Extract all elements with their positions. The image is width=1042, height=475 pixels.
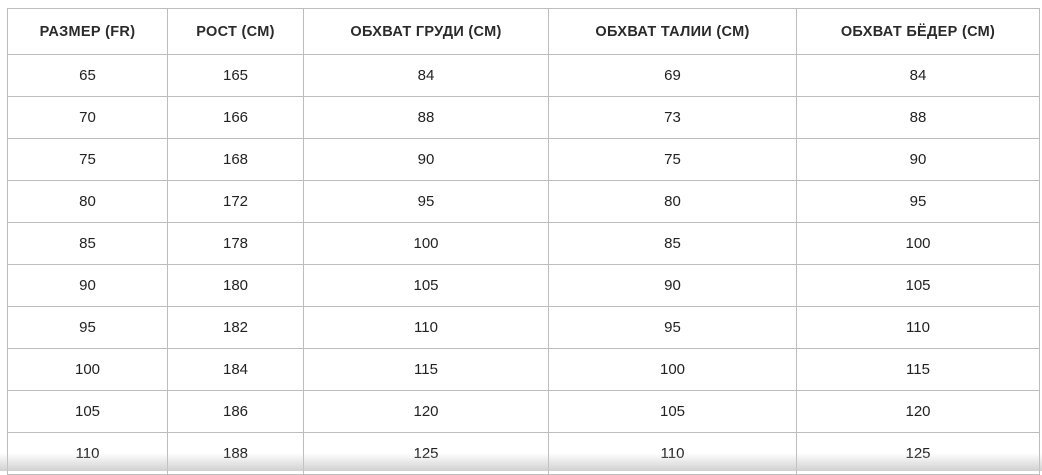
table-cell: 100 bbox=[796, 222, 1040, 265]
table-cell: 180 bbox=[167, 264, 304, 307]
table-cell: 90 bbox=[303, 138, 549, 181]
table-row: 70 166 88 73 88 bbox=[7, 96, 1040, 139]
table-cell: 125 bbox=[796, 432, 1040, 475]
table-cell: 184 bbox=[167, 348, 304, 391]
table-cell: 125 bbox=[303, 432, 549, 475]
table-cell: 90 bbox=[796, 138, 1040, 181]
table-cell: 69 bbox=[548, 54, 797, 97]
table-cell: 105 bbox=[796, 264, 1040, 307]
size-chart-table: РАЗМЕР (FR) РОСТ (СМ) ОБХВАТ ГРУДИ (СМ) ОБХ… bbox=[7, 8, 1040, 475]
table-cell: 182 bbox=[167, 306, 304, 349]
table-row: 65 165 84 69 84 bbox=[7, 54, 1040, 97]
table-cell: 105 bbox=[303, 264, 549, 307]
table-cell: 80 bbox=[7, 180, 168, 223]
table-cell: 120 bbox=[796, 390, 1040, 433]
table-cell: 110 bbox=[7, 432, 168, 475]
table-cell: 110 bbox=[548, 432, 797, 475]
table-cell: 88 bbox=[303, 96, 549, 139]
table-cell: 115 bbox=[303, 348, 549, 391]
table-row: 105 186 120 105 120 bbox=[7, 390, 1040, 433]
table-cell: 165 bbox=[167, 54, 304, 97]
table-cell: 172 bbox=[167, 180, 304, 223]
table-cell: 84 bbox=[303, 54, 549, 97]
table-cell: 95 bbox=[796, 180, 1040, 223]
column-header: РАЗМЕР (FR) bbox=[7, 8, 168, 55]
table-cell: 84 bbox=[796, 54, 1040, 97]
table-cell: 168 bbox=[167, 138, 304, 181]
table-cell: 105 bbox=[7, 390, 168, 433]
table-cell: 75 bbox=[548, 138, 797, 181]
column-header: ОБХВАТ ГРУДИ (СМ) bbox=[303, 8, 549, 55]
header-row: РАЗМЕР (FR) РОСТ (СМ) ОБХВАТ ГРУДИ (СМ) ОБХ… bbox=[7, 8, 1040, 55]
table-row: 85 178 100 85 100 bbox=[7, 222, 1040, 265]
table-cell: 88 bbox=[796, 96, 1040, 139]
table-cell: 75 bbox=[7, 138, 168, 181]
table-cell: 90 bbox=[548, 264, 797, 307]
table-cell: 95 bbox=[548, 306, 797, 349]
table-row: 100 184 115 100 115 bbox=[7, 348, 1040, 391]
table-cell: 70 bbox=[7, 96, 168, 139]
table-row: 75 168 90 75 90 bbox=[7, 138, 1040, 181]
table-cell: 100 bbox=[548, 348, 797, 391]
table-cell: 178 bbox=[167, 222, 304, 265]
table-cell: 166 bbox=[167, 96, 304, 139]
table-cell: 186 bbox=[167, 390, 304, 433]
table-cell: 95 bbox=[7, 306, 168, 349]
table-row: 95 182 110 95 110 bbox=[7, 306, 1040, 349]
table-cell: 115 bbox=[796, 348, 1040, 391]
table-cell: 110 bbox=[303, 306, 549, 349]
table-cell: 110 bbox=[796, 306, 1040, 349]
table-cell: 100 bbox=[7, 348, 168, 391]
column-header: РОСТ (СМ) bbox=[167, 8, 304, 55]
table-cell: 120 bbox=[303, 390, 549, 433]
column-header: ОБХВАТ ТАЛИИ (СМ) bbox=[548, 8, 797, 55]
table-cell: 188 bbox=[167, 432, 304, 475]
table-cell: 80 bbox=[548, 180, 797, 223]
table-cell: 85 bbox=[548, 222, 797, 265]
table-cell: 90 bbox=[7, 264, 168, 307]
table-cell: 105 bbox=[548, 390, 797, 433]
table-row: 80 172 95 80 95 bbox=[7, 180, 1040, 223]
table-cell: 65 bbox=[7, 54, 168, 97]
table-row: 110 188 125 110 125 bbox=[7, 432, 1040, 475]
table-cell: 95 bbox=[303, 180, 549, 223]
table-cell: 73 bbox=[548, 96, 797, 139]
table-row: 90 180 105 90 105 bbox=[7, 264, 1040, 307]
table-cell: 85 bbox=[7, 222, 168, 265]
table-cell: 100 bbox=[303, 222, 549, 265]
column-header: ОБХВАТ БЁДЕР (СМ) bbox=[796, 8, 1040, 55]
